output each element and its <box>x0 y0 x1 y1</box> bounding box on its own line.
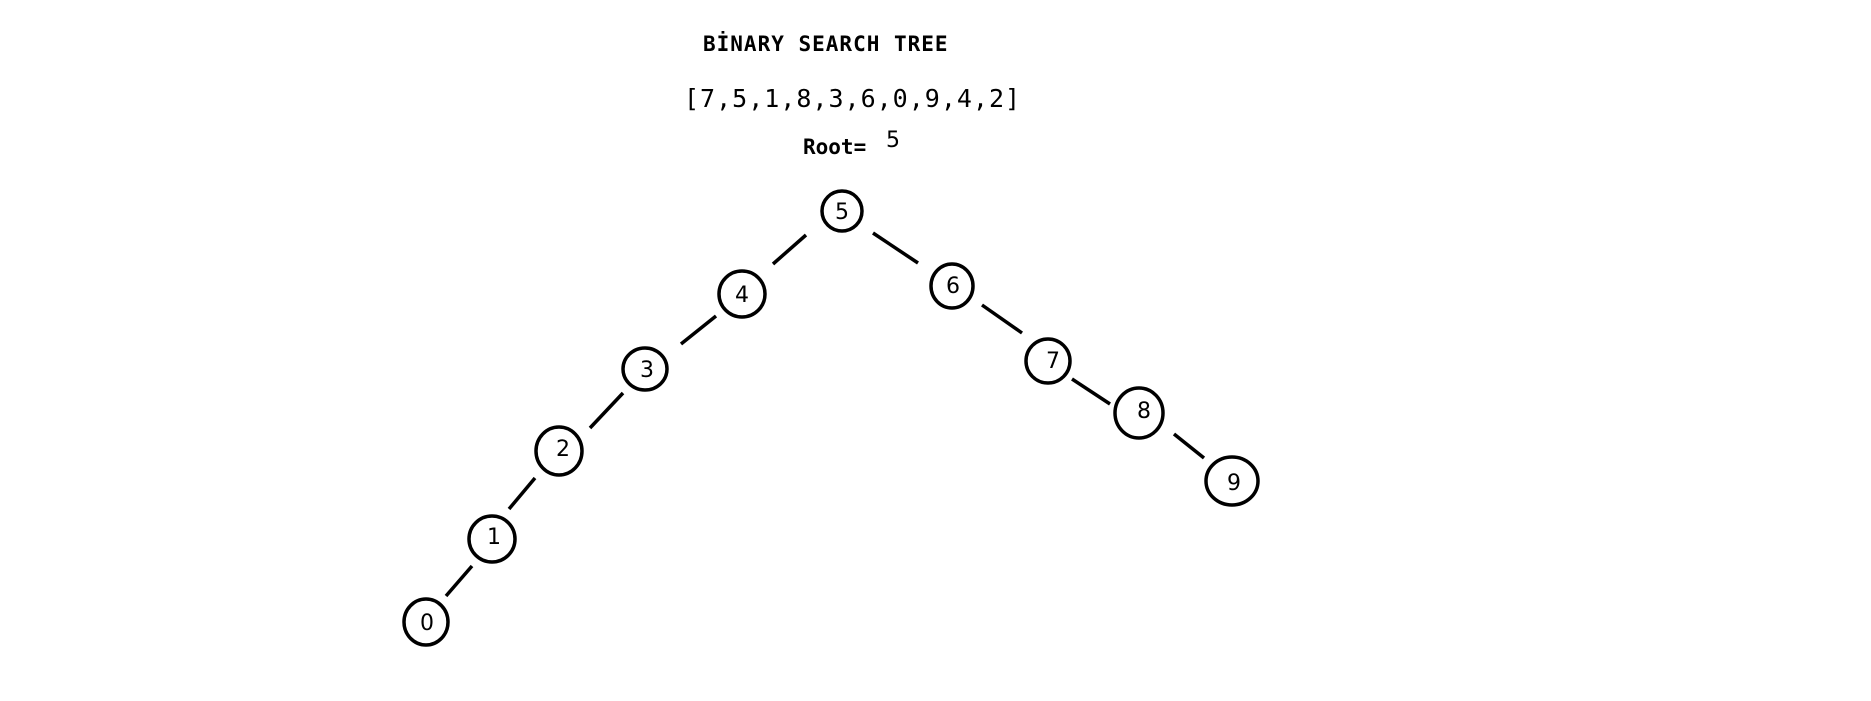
edge-8-9 <box>1172 432 1206 460</box>
tree-nodes: 5 4 3 2 1 0 6 7 <box>402 189 1260 647</box>
tree-node-4: 4 <box>717 269 767 319</box>
edge-6-7 <box>980 303 1024 335</box>
tree-node-label: 9 <box>1227 471 1241 496</box>
tree-node-label: 8 <box>1137 399 1151 424</box>
tree-node-label: 4 <box>735 283 749 308</box>
tree-edges <box>444 231 1206 598</box>
edge-3-2 <box>588 391 625 430</box>
root-value: 5 <box>886 128 900 153</box>
edge-7-8 <box>1071 377 1111 406</box>
tree-node-0: 0 <box>402 597 450 647</box>
edge-1-0 <box>444 564 474 598</box>
edge-2-1 <box>507 476 537 511</box>
root-label: Root= <box>803 135 867 159</box>
edge-5-6 <box>872 231 919 265</box>
diagram-title: BİNARY SEARCH TREE <box>703 32 949 56</box>
tree-node-6: 6 <box>929 262 975 310</box>
tree-node-label: 6 <box>946 274 960 299</box>
input-sequence: [7,5,1,8,3,6,0,9,4,2] <box>684 84 1022 113</box>
tree-node-2: 2 <box>534 425 584 477</box>
tree-node-8: 8 <box>1113 386 1165 440</box>
tree-node-label: 3 <box>640 358 654 383</box>
tree-node-9: 9 <box>1204 455 1260 507</box>
edge-5-4 <box>771 233 808 266</box>
tree-node-label: 1 <box>487 525 501 550</box>
tree-node-label: 0 <box>420 611 434 636</box>
tree-node-5: 5 <box>820 189 864 233</box>
tree-node-1: 1 <box>467 514 517 564</box>
tree-node-label: 7 <box>1046 349 1060 374</box>
tree-node-label: 5 <box>835 200 849 225</box>
tree-node-7: 7 <box>1024 337 1072 385</box>
tree-node-3: 3 <box>621 346 669 392</box>
tree-node-label: 2 <box>556 437 570 462</box>
edge-4-3 <box>679 314 718 346</box>
